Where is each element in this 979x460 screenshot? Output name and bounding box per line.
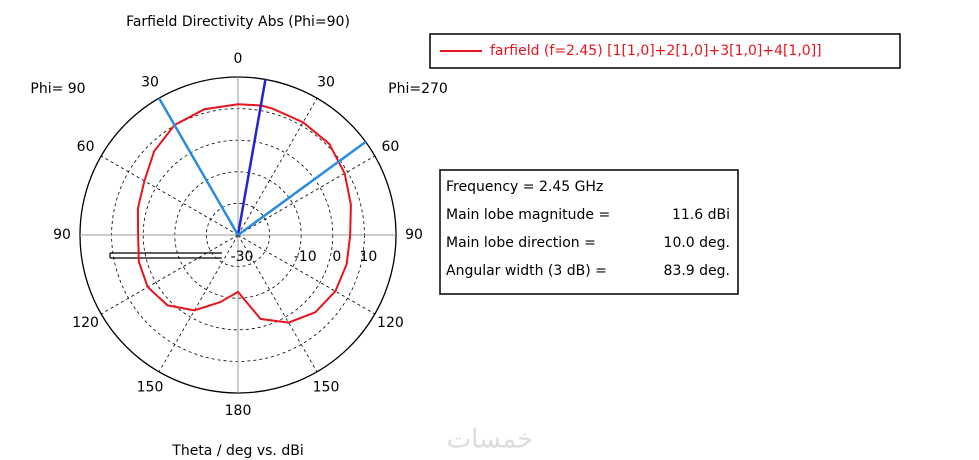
angle-label: 30 — [317, 75, 335, 91]
legend-label: farfield (f=2.45) [1[1,0]+2[1,0]+3[1,0]+… — [490, 43, 822, 59]
angle-label: 30 — [141, 75, 159, 91]
spoke — [100, 234, 239, 315]
info-value: 11.6 dBi — [672, 207, 730, 223]
angle-label: 150 — [313, 379, 340, 395]
angle-label: 90 — [405, 227, 423, 243]
spoke — [237, 155, 376, 236]
angle-label: 90 — [53, 227, 71, 243]
info-label: Main lobe direction = — [446, 235, 596, 251]
spoke — [100, 155, 239, 236]
radial-tick-label: -10 — [294, 249, 317, 265]
spoke — [237, 234, 318, 373]
beam-line — [237, 140, 367, 237]
info-label: Main lobe magnitude = — [446, 207, 610, 223]
angle-label: 180 — [225, 403, 252, 419]
angle-label: 0 — [234, 51, 243, 67]
info-label: Angular width (3 dB) = — [446, 263, 607, 279]
angle-label: 60 — [77, 139, 95, 155]
info-label: Frequency = 2.45 GHz — [446, 179, 603, 195]
info-value: 83.9 deg. — [664, 263, 730, 279]
radial-tick-label: 0 — [332, 249, 341, 265]
angle-label: 120 — [72, 315, 99, 331]
radial-scale — [109, 252, 222, 259]
spoke — [158, 234, 239, 373]
legend-box — [429, 33, 901, 69]
side-label: Phi= 90 — [30, 81, 85, 97]
info-value: 10.0 deg. — [664, 235, 730, 251]
radial-tick-label: 10 — [359, 249, 377, 265]
watermark: خمسات — [447, 425, 534, 455]
side-label: Phi=270 — [388, 81, 448, 97]
beam-line — [157, 97, 240, 236]
chart-title: Farfield Directivity Abs (Phi=90) — [126, 14, 350, 30]
radial-tick-label: -30 — [231, 249, 254, 265]
x-axis-label: Theta / deg vs. dBi — [171, 443, 303, 459]
angle-label: 60 — [382, 139, 400, 155]
data-line — [136, 103, 352, 324]
spoke — [237, 234, 376, 315]
angle-label: 150 — [137, 379, 164, 395]
spoke — [237, 97, 318, 236]
angle-label: 120 — [377, 315, 404, 331]
beam-line — [236, 79, 267, 236]
info-box — [439, 169, 739, 295]
